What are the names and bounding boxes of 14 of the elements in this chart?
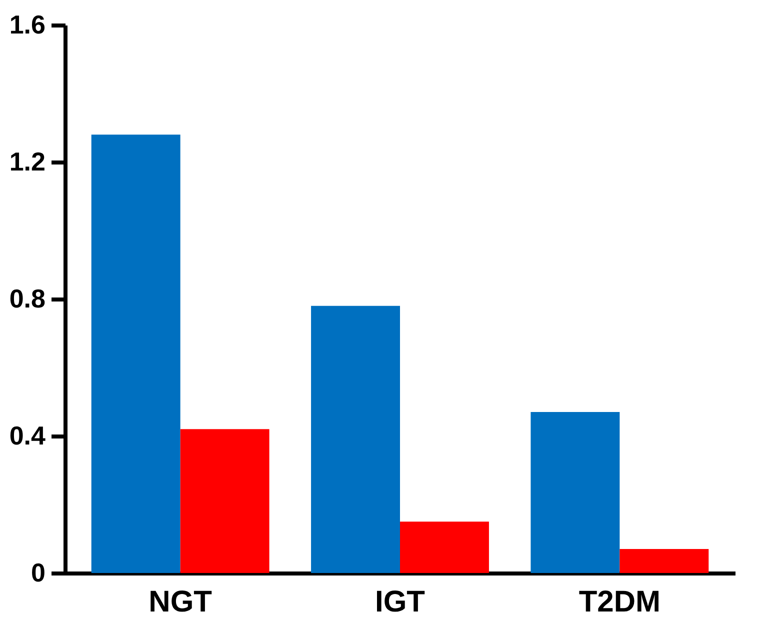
bar: [530, 412, 620, 573]
y-tick-label: 0.4: [9, 420, 46, 450]
y-tick-label: 1.2: [9, 146, 46, 176]
y-tick-label: 1.6: [9, 10, 46, 40]
y-tick-label: 0: [31, 558, 46, 588]
bar: [180, 429, 270, 573]
x-tick-label: IGT: [375, 586, 425, 618]
bar: [400, 522, 489, 573]
x-tick-label: NGT: [148, 586, 212, 618]
bar: [620, 549, 709, 573]
bar: [311, 306, 400, 573]
y-tick-label: 0.8: [9, 284, 46, 314]
x-tick-label: T2DM: [578, 586, 661, 618]
bar: [91, 134, 180, 573]
